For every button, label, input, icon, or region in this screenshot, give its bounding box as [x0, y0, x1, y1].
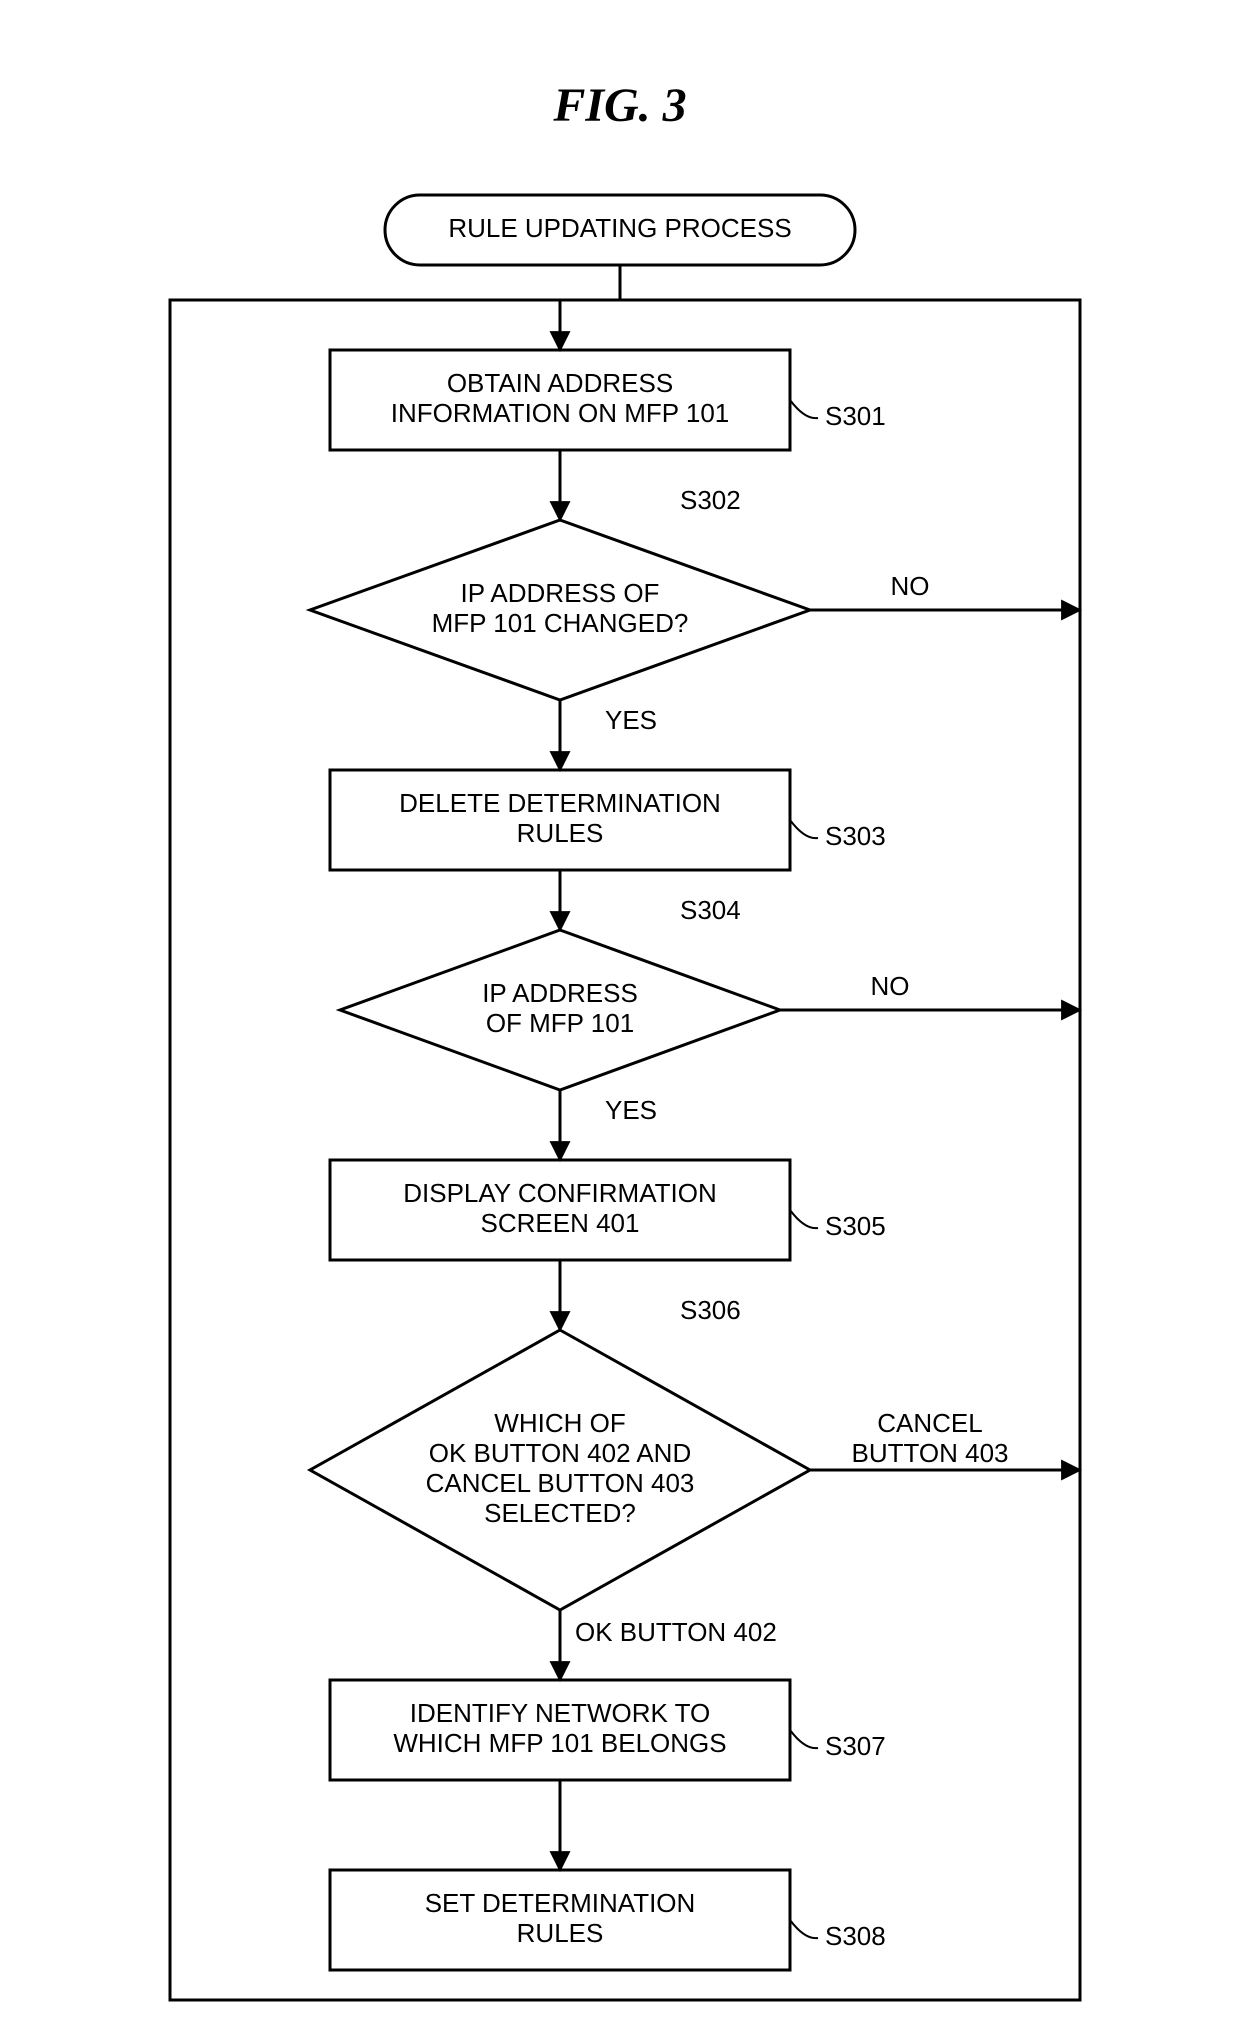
node-s302-text: IP ADDRESS OF: [461, 578, 660, 608]
node-s306-text: SELECTED?: [484, 1498, 636, 1528]
tag-S305: S305: [825, 1211, 886, 1241]
tag-S308: S308: [825, 1921, 886, 1951]
node-s308-text: RULES: [517, 1918, 604, 1948]
tag-S301: S301: [825, 401, 886, 431]
node-s306-text: OK BUTTON 402 AND: [429, 1438, 692, 1468]
flowchart-canvas: FIG. 3 RULE UPDATING PROCESS OBTAIN ADDRES…: [0, 0, 1240, 2036]
node-s301-text: OBTAIN ADDRESS: [447, 368, 673, 398]
node-s305-text: DISPLAY CONFIRMATION: [403, 1178, 717, 1208]
s304-yes-label: YES: [605, 1095, 657, 1125]
tag-S304: S304: [680, 895, 741, 925]
figure-title: FIG. 3: [552, 79, 686, 132]
s302-no-label: NO: [891, 571, 930, 601]
s306-yes-label: OK BUTTON 402: [575, 1617, 777, 1647]
node-s304-text: IP ADDRESS: [482, 978, 638, 1008]
tag-S307: S307: [825, 1731, 886, 1761]
node-s306-text: WHICH OF: [494, 1408, 625, 1438]
node-s307-text: IDENTIFY NETWORK TO: [410, 1698, 710, 1728]
node-s306-text: CANCEL BUTTON 403: [426, 1468, 695, 1498]
s306-no-label: CANCEL: [877, 1408, 982, 1438]
node-s303-text: DELETE DETERMINATION: [399, 788, 721, 818]
node-start-text: RULE UPDATING PROCESS: [448, 213, 791, 243]
tag-S302: S302: [680, 485, 741, 515]
node-s308-text: SET DETERMINATION: [425, 1888, 696, 1918]
tag-S306: S306: [680, 1295, 741, 1325]
node-s305-text: SCREEN 401: [481, 1208, 640, 1238]
node-s302-text: MFP 101 CHANGED?: [432, 608, 689, 638]
node-s307-text: WHICH MFP 101 BELONGS: [393, 1728, 726, 1758]
tag-S303: S303: [825, 821, 886, 851]
s306-no-label: BUTTON 403: [851, 1438, 1008, 1468]
s304-no-label: NO: [871, 971, 910, 1001]
node-s303-text: RULES: [517, 818, 604, 848]
node-s304-text: OF MFP 101: [486, 1008, 634, 1038]
node-s301-text: INFORMATION ON MFP 101: [391, 398, 730, 428]
s302-yes-label: YES: [605, 705, 657, 735]
